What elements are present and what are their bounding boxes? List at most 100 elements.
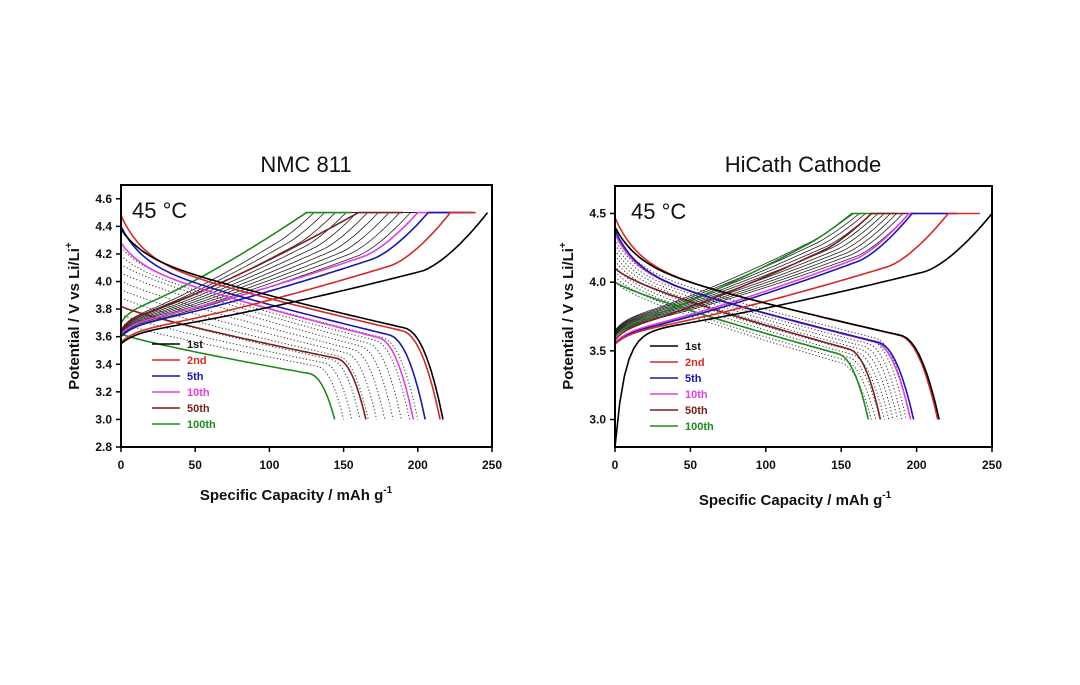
y-tick-label: 4.0 xyxy=(95,275,112,289)
curves xyxy=(121,211,489,420)
y-tick-label: 3.4 xyxy=(95,357,112,371)
y-axis-label-text: Potential / V vs Li/Li xyxy=(560,248,577,390)
legend-label-100th: 100th xyxy=(187,419,216,431)
charge-curve-1st xyxy=(615,212,992,447)
curves xyxy=(615,212,992,447)
y-tick-label: 4.4 xyxy=(95,219,112,233)
y-axis-label-text: Potential / V vs Li/Li xyxy=(66,248,83,390)
x-tick-label: 200 xyxy=(907,458,927,472)
charge-curve-5th xyxy=(615,212,958,345)
y-tick-label: 3.2 xyxy=(95,385,112,399)
y-axis-ticks: 2.8 3.0 3.2 3.4 3.6 3.8 4.0 4.2 4.4 4.6 xyxy=(95,192,121,454)
y-axis-ticks: 3.0 3.5 4.0 4.5 xyxy=(589,206,615,427)
legend-label-50th: 50th xyxy=(685,405,708,417)
x-axis-label: Specific Capacity / mAh g-1 xyxy=(699,490,892,509)
x-tick-label: 250 xyxy=(482,458,502,472)
y-tick-label: 4.0 xyxy=(589,275,606,289)
intermediate-discharge-curve xyxy=(615,260,890,420)
legend-label-50th: 50th xyxy=(187,403,210,415)
charge-curve-1st xyxy=(121,212,489,345)
x-axis-ticks: 0 50 100 150 200 250 xyxy=(118,447,502,472)
intermediate-charge-curve xyxy=(121,212,418,334)
discharge-curve-2nd xyxy=(615,217,939,420)
x-axis-label-sup: -1 xyxy=(383,485,392,496)
intermediate-charge-curve xyxy=(121,212,418,335)
legend-label-2nd: 2nd xyxy=(685,357,705,369)
y-tick-label: 4.2 xyxy=(95,247,112,261)
chart-title: HiCath Cathode xyxy=(725,152,882,177)
y-tick-label: 3.8 xyxy=(95,302,112,316)
y-tick-label: 3.6 xyxy=(95,330,112,344)
intermediate-discharge-curve xyxy=(615,265,885,420)
temperature-annotation: 45 °C xyxy=(631,199,686,224)
discharge-curve-1st xyxy=(121,228,444,420)
intermediate-discharge-curve xyxy=(121,314,353,420)
legend: 1st 2nd 5th 10th 50th 100th xyxy=(152,339,216,431)
y-tick-label: 3.0 xyxy=(589,413,606,427)
charge-curve-10th xyxy=(615,212,955,344)
discharge-curve-5th xyxy=(121,226,426,420)
x-tick-label: 150 xyxy=(831,458,851,472)
intermediate-discharge-curve xyxy=(615,281,872,420)
x-tick-label: 0 xyxy=(118,458,125,472)
charge-curve-2nd xyxy=(121,211,476,343)
intermediate-discharge-curve xyxy=(121,263,402,420)
charge-curve-10th xyxy=(121,211,463,335)
intermediate-charge-curve xyxy=(121,212,418,334)
legend-label-10th: 10th xyxy=(187,387,210,399)
y-tick-label: 3.0 xyxy=(95,412,112,426)
x-axis-label-text: Specific Capacity / mAh g xyxy=(699,492,882,509)
charge-curve-50th xyxy=(615,212,917,341)
x-tick-label: 100 xyxy=(259,458,279,472)
charge-curve-5th xyxy=(121,211,473,338)
legend-label-1st: 1st xyxy=(685,341,701,353)
x-tick-label: 50 xyxy=(684,458,698,472)
discharge-curve-2nd xyxy=(121,214,441,420)
x-axis-label: Specific Capacity / mAh g-1 xyxy=(200,485,393,504)
intermediate-discharge-curve xyxy=(121,280,386,420)
chart-title: NMC 811 xyxy=(260,152,351,177)
legend-label-5th: 5th xyxy=(187,371,204,383)
x-tick-label: 150 xyxy=(334,458,354,472)
nmc811-panel: NMC 811 45 °C 0 50 100 150 200 250 2.8 3.0 3.2 3… xyxy=(64,152,502,504)
legend-label-2nd: 2nd xyxy=(187,355,207,367)
y-tick-label: 3.5 xyxy=(589,344,606,358)
intermediate-discharge-curve xyxy=(121,288,378,420)
intermediate-charge-curve xyxy=(615,213,929,336)
legend-label-1st: 1st xyxy=(187,339,203,351)
x-axis-label-sup: -1 xyxy=(882,490,891,501)
charge-curve-100th xyxy=(121,211,351,324)
y-tick-label: 4.5 xyxy=(589,206,606,220)
discharge-curve-50th xyxy=(615,267,882,420)
intermediate-discharge-curve xyxy=(121,255,411,420)
charge-curve-50th xyxy=(121,211,403,331)
legend-label-100th: 100th xyxy=(685,421,714,433)
y-axis-label-sup: + xyxy=(64,242,75,248)
intermediate-charge-curve xyxy=(615,213,917,334)
x-tick-label: 250 xyxy=(982,458,1002,472)
charge-curve-2nd xyxy=(615,212,980,345)
charge-curve-100th xyxy=(615,212,897,338)
intermediate-charge-curve xyxy=(615,213,935,336)
x-tick-label: 0 xyxy=(612,458,619,472)
intermediate-discharge-curve xyxy=(121,297,369,420)
plot-frame xyxy=(120,184,493,448)
intermediate-discharge-curve xyxy=(615,244,903,420)
y-axis-label: Potential / V vs Li/Li+ xyxy=(64,242,83,390)
x-tick-label: 100 xyxy=(756,458,776,472)
discharge-curve-5th xyxy=(615,229,915,420)
legend: 1st 2nd 5th 10th 50th 100th xyxy=(650,341,714,433)
intermediate-discharge-curve xyxy=(121,271,394,420)
intermediate-charge-curve xyxy=(615,213,917,333)
plot-frame xyxy=(614,185,993,448)
legend-label-5th: 5th xyxy=(685,373,702,385)
y-axis-label: Potential / V vs Li/Li+ xyxy=(558,242,577,390)
intermediate-charge-curve xyxy=(615,213,917,333)
intermediate-discharge-curve xyxy=(615,255,894,420)
y-axis-label-sup: + xyxy=(558,242,569,248)
temperature-annotation: 45 °C xyxy=(132,198,187,223)
legend-label-10th: 10th xyxy=(685,389,708,401)
x-axis-label-text: Specific Capacity / mAh g xyxy=(200,487,383,504)
intermediate-charge-curve xyxy=(121,212,418,331)
